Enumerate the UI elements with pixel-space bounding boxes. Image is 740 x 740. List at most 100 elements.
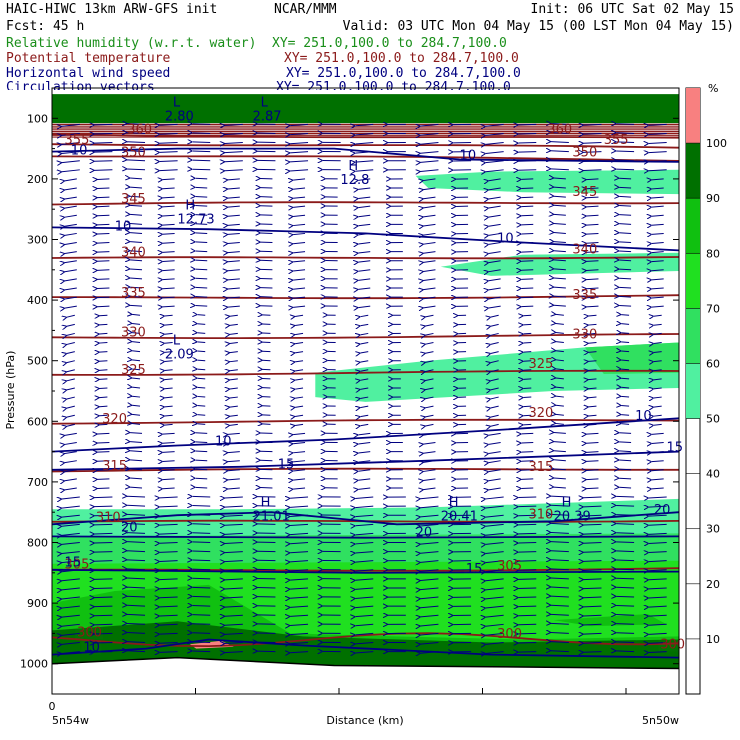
y-tick-label: 900 (27, 597, 48, 610)
circulation-vector (649, 561, 667, 562)
circulation-vector (127, 623, 146, 624)
circulation-vector (62, 596, 80, 599)
circulation-vector (130, 460, 143, 461)
circulation-vector (619, 451, 632, 452)
circulation-vector (420, 597, 439, 599)
circulation-vector (556, 323, 564, 324)
circulation-vector (616, 542, 635, 543)
circulation-vector (619, 296, 632, 297)
circulation-vector (551, 496, 569, 497)
circulation-vector (619, 287, 632, 288)
circulation-vector (554, 442, 566, 443)
circulation-vector (619, 460, 632, 461)
circulation-vector (127, 587, 146, 588)
theta-label: 330 (121, 325, 146, 340)
circulation-vector (295, 370, 304, 371)
circulation-vector (225, 170, 243, 171)
circulation-vector (551, 533, 569, 534)
circulation-vector (130, 187, 143, 188)
theta-contour (52, 201, 679, 206)
circulation-vector (486, 642, 504, 644)
circulation-vector (649, 152, 667, 153)
circulation-vector (62, 614, 80, 617)
circulation-vector (290, 515, 309, 516)
wind-speed-contour (52, 226, 679, 252)
circulation-vector (616, 551, 635, 552)
circulation-vector (616, 587, 635, 588)
circulation-vector (486, 633, 504, 635)
circulation-vector (228, 179, 240, 180)
circulation-vector (195, 215, 208, 216)
wind-label: 20 (654, 503, 671, 518)
circulation-vector (616, 596, 635, 597)
circulation-vector (165, 343, 173, 344)
circulation-vector (654, 397, 662, 398)
circulation-vector (192, 551, 211, 552)
circulation-vector (649, 597, 667, 598)
circulation-vector (355, 497, 374, 498)
circulation-vector (355, 515, 374, 516)
circulation-vector (649, 642, 667, 643)
circulation-vector (67, 396, 75, 399)
circulation-vector (619, 433, 632, 434)
circulation-vector (583, 588, 602, 589)
theta-label: 325 (529, 357, 554, 372)
circulation-vector (132, 360, 141, 361)
circulation-vector (423, 443, 436, 445)
circulation-vector (225, 606, 243, 607)
circulation-vector (652, 470, 664, 471)
circulation-vector (491, 387, 499, 390)
circulation-vector (290, 642, 309, 643)
circulation-vector (588, 397, 597, 398)
circulation-vector (132, 378, 141, 379)
circulation-vector (652, 243, 664, 244)
circulation-vector (583, 161, 602, 162)
circulation-vector (97, 233, 110, 234)
circulation-vector (420, 570, 439, 572)
circulation-vector (127, 605, 146, 606)
circulation-vector (556, 333, 564, 334)
circulation-vector (290, 524, 309, 525)
circulation-vector (127, 596, 146, 597)
circulation-vector (554, 233, 566, 234)
circulation-vector (132, 414, 141, 415)
theta-label: 300 (660, 638, 685, 653)
theta-contour (52, 418, 679, 425)
circulation-vector (160, 588, 178, 589)
circulation-vector (486, 161, 504, 163)
circulation-vector (486, 615, 504, 617)
circulation-vector (160, 615, 178, 616)
circulation-vector (554, 260, 566, 261)
circulation-vector (290, 152, 309, 153)
circulation-vector (556, 360, 564, 361)
circulation-vector (228, 233, 240, 234)
circulation-vector (97, 297, 110, 298)
circulation-vector (195, 224, 208, 225)
circulation-vector (130, 178, 143, 179)
circulation-vector (654, 333, 662, 334)
circulation-vector (554, 187, 566, 188)
circulation-vector (358, 261, 371, 262)
circulation-vector (99, 361, 108, 362)
x-axis-origin: 0 (49, 700, 56, 713)
circulation-vector (163, 179, 175, 180)
circulation-vector (489, 432, 501, 435)
circulation-vector (486, 606, 504, 608)
circulation-vector (420, 143, 439, 145)
circulation-vector (99, 352, 108, 353)
circulation-vector (554, 478, 566, 479)
circulation-vector (163, 297, 175, 298)
circulation-vector (228, 224, 240, 225)
circulation-vector (652, 224, 664, 225)
circulation-vector (94, 642, 113, 643)
circulation-vector (654, 415, 662, 416)
circulation-vector (425, 360, 434, 363)
circulation-vector (652, 197, 664, 198)
circulation-vector (619, 224, 632, 225)
circulation-vector (160, 497, 178, 498)
circulation-vector (355, 633, 374, 634)
circulation-vector (358, 188, 371, 189)
circulation-vector (62, 142, 80, 145)
circulation-vector (583, 497, 602, 498)
circulation-vector (649, 524, 667, 525)
